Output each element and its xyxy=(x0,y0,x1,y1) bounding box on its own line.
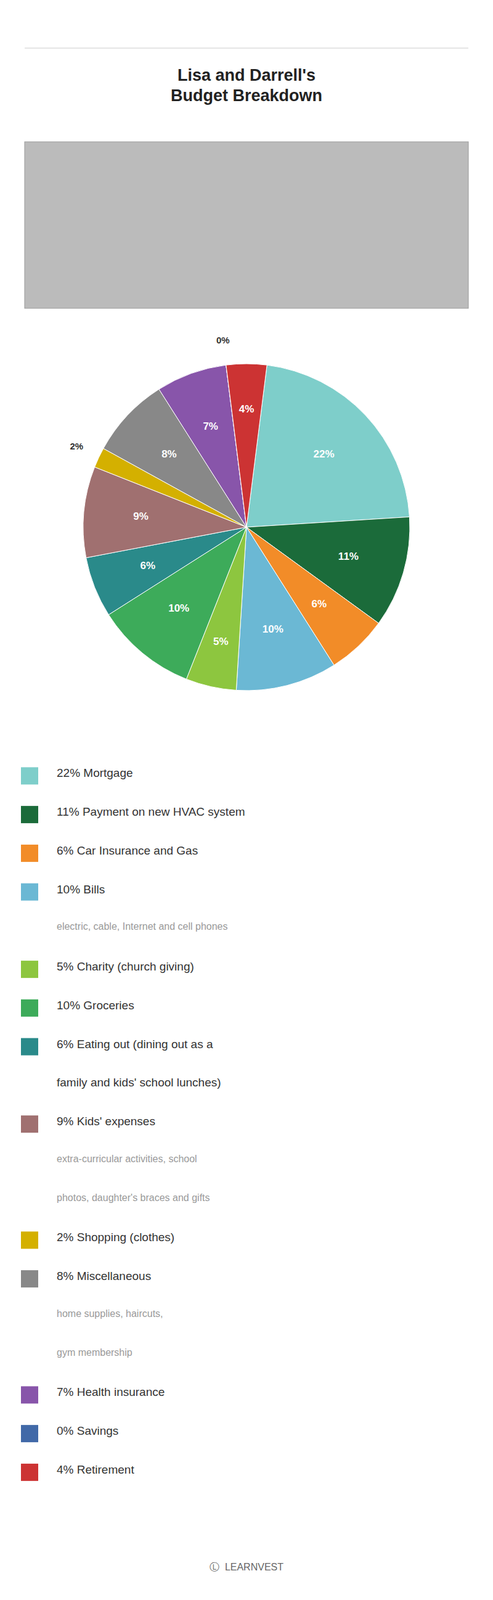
legend-label-line: 10% Groceries xyxy=(56,997,135,1011)
legend-label-line: 8% Miscellaneous xyxy=(56,1268,151,1282)
data-label: 9% xyxy=(133,510,149,522)
legend-label-line: 5% Charity (church giving) xyxy=(56,959,195,973)
legend-label-line: 9% Kids' expenses xyxy=(56,1114,156,1128)
data-label: 0% xyxy=(216,334,230,346)
legend-item: 10% Bills electric, cable, Internet and c… xyxy=(20,881,229,932)
legend-sublabel-line: home supplies, haircuts, xyxy=(56,1307,164,1319)
photo-placeholder xyxy=(24,141,469,309)
legend-swatch xyxy=(20,1385,39,1403)
legend-sublabel: home supplies, haircuts, gym membership xyxy=(56,1307,164,1357)
legend-label: 10% Bills xyxy=(56,881,105,895)
legend-swatch xyxy=(20,805,39,823)
legend-sublabel-line: gym membership xyxy=(56,1346,133,1357)
legend-swatch xyxy=(20,844,39,862)
data-label: 4% xyxy=(239,403,255,415)
data-label: 7% xyxy=(202,420,219,432)
legend-item: 9% Kids' expenses extra-curricular activi… xyxy=(20,1114,211,1203)
legend-swatch xyxy=(20,1230,39,1248)
legend-label-line: 2% Shopping (clothes) xyxy=(56,1230,175,1243)
legend-item: 22% Mortgage xyxy=(20,765,134,784)
legend-label: 10% Groceries xyxy=(56,997,135,1011)
legend-label: 2% Shopping (clothes) xyxy=(56,1230,175,1243)
data-label: 2% xyxy=(69,440,84,452)
legend-swatch xyxy=(20,1037,39,1056)
legend-label: 6% Eating out (dining out as a family and… xyxy=(56,1036,222,1089)
slice xyxy=(246,364,410,527)
slice xyxy=(226,363,267,527)
data-label: 5% xyxy=(213,635,229,648)
legend-sublabel: electric, cable, Internet and cell phone… xyxy=(56,921,229,932)
legend-label: 11% Payment on new HVAC system xyxy=(56,804,246,818)
legend-item: 6% Eating out (dining out as a family and… xyxy=(20,1036,222,1089)
legend-item: 0% Savings xyxy=(20,1423,119,1442)
legend-item: 5% Charity (church giving) xyxy=(20,959,195,978)
footer: Ⓛ LEARNVEST xyxy=(209,1560,284,1572)
data-label: 11% xyxy=(338,550,359,563)
legend: 22% Mortgage 11% Payment on new HVAC syst… xyxy=(20,765,246,1481)
legend-sublabel-line: photos, daughter's braces and gifts xyxy=(56,1191,211,1203)
legend-label-line: family and kids' school lunches) xyxy=(56,1075,222,1089)
legend-label-line: 22% Mortgage xyxy=(56,765,134,779)
legend-label-line: 0% Savings xyxy=(56,1423,119,1437)
legend-item: 11% Payment on new HVAC system xyxy=(20,804,246,823)
legend-swatch xyxy=(20,883,39,901)
legend-item: 4% Retirement xyxy=(20,1461,135,1480)
legend-item: 10% Groceries xyxy=(20,997,135,1016)
legend-item: 8% Miscellaneous home supplies, haircuts,… xyxy=(20,1268,164,1357)
legend-label-line: 6% Car Insurance and Gas xyxy=(56,843,198,856)
legend-label-line: 11% Payment on new HVAC system xyxy=(56,804,246,818)
data-label: 10% xyxy=(168,602,190,614)
legend-item: 2% Shopping (clothes) xyxy=(20,1230,175,1248)
legend-label: 8% Miscellaneous xyxy=(56,1268,151,1282)
legend-label: 7% Health insurance xyxy=(56,1384,165,1398)
legend-label-line: 7% Health insurance xyxy=(56,1384,165,1398)
data-label: 22% xyxy=(313,448,335,460)
title-line: Budget Breakdown xyxy=(170,86,323,105)
slice xyxy=(236,526,335,691)
legend-label-line: 10% Bills xyxy=(56,881,105,895)
legend-label: 9% Kids' expenses xyxy=(56,1114,156,1128)
legend-item: 6% Car Insurance and Gas xyxy=(20,843,198,861)
data-label: 8% xyxy=(161,448,177,460)
data-labels: 22% 11% 6% 10% 5% 10% 6% 9% 2% 8% 7% 0% 4% xyxy=(69,334,359,648)
legend-label-line: 6% Eating out (dining out as a xyxy=(56,1036,214,1050)
legend-item: 7% Health insurance xyxy=(20,1384,165,1403)
legend-swatch xyxy=(20,766,39,784)
legend-sublabel-line: electric, cable, Internet and cell phone… xyxy=(56,921,229,932)
data-label: 10% xyxy=(262,623,284,635)
legend-label-line: 4% Retirement xyxy=(56,1461,135,1475)
legend-label: 0% Savings xyxy=(56,1423,119,1437)
pie xyxy=(83,363,410,691)
legend-label: 4% Retirement xyxy=(56,1461,135,1475)
legend-label: 6% Car Insurance and Gas xyxy=(56,843,198,856)
legend-swatch xyxy=(20,1269,39,1287)
divider xyxy=(24,48,469,49)
legend-sublabel: extra-curricular activities, school photo… xyxy=(56,1153,211,1203)
title: Lisa and Darrell'sBudget Breakdown xyxy=(170,65,323,105)
legend-swatch xyxy=(20,1462,39,1481)
legend-sublabel-line: extra-curricular activities, school xyxy=(56,1153,198,1164)
legend-label: 22% Mortgage xyxy=(56,765,134,779)
legend-swatch xyxy=(20,998,39,1017)
legend-label: 5% Charity (church giving) xyxy=(56,959,195,973)
legend-swatch xyxy=(20,960,39,978)
data-label: 6% xyxy=(140,559,156,572)
legend-swatch xyxy=(20,1424,39,1442)
title-line: Lisa and Darrell's xyxy=(177,65,316,85)
legend-swatch xyxy=(20,1114,39,1133)
data-label: 6% xyxy=(311,597,328,610)
chart: Lisa and Darrell'sBudget Breakdown 22% 11%… xyxy=(0,0,493,1600)
